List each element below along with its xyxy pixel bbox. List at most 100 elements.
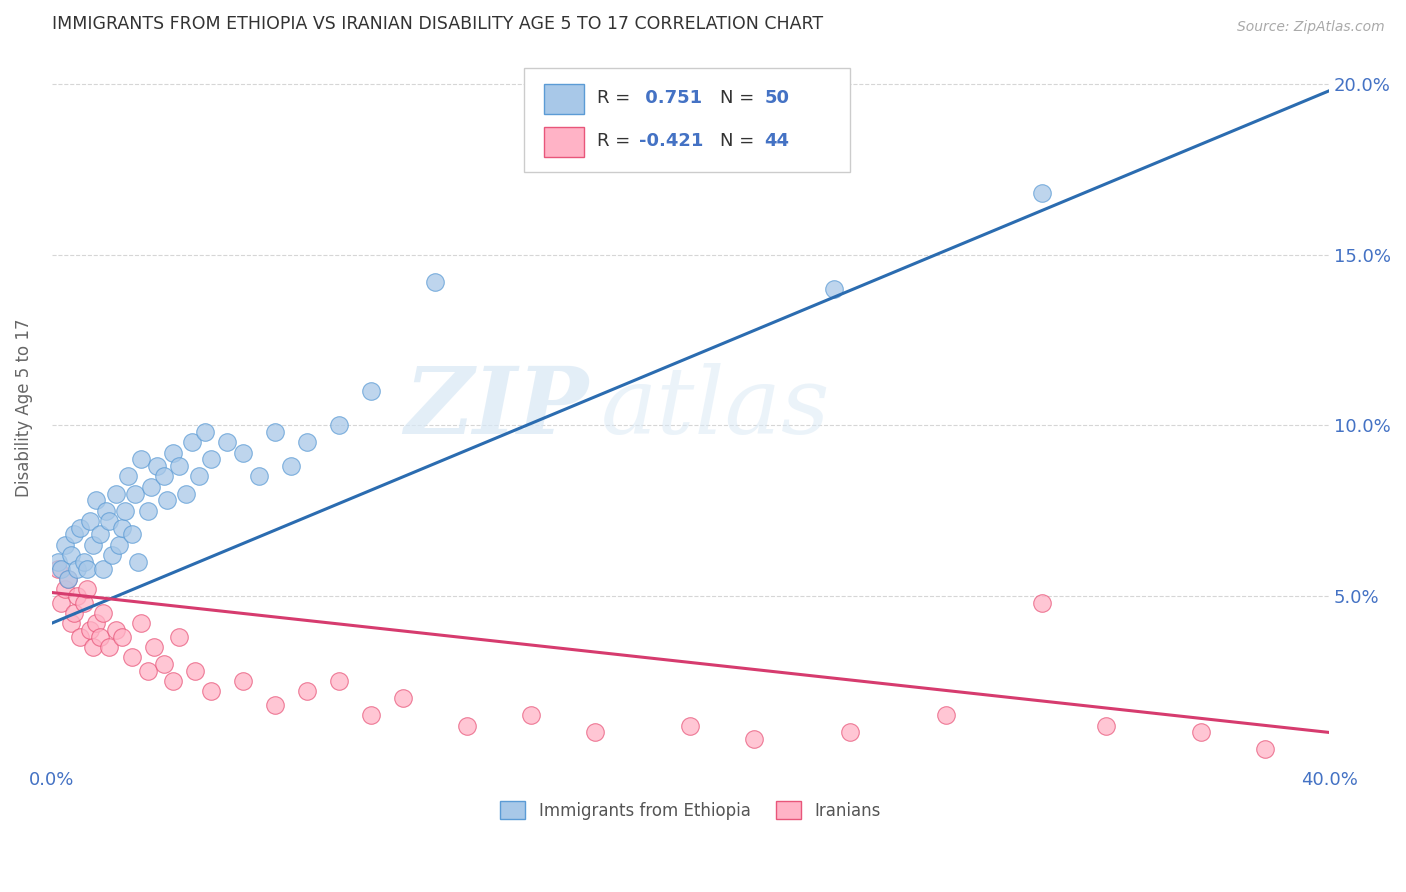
Point	[146, 459, 169, 474]
Point	[200, 684, 222, 698]
Point	[200, 452, 222, 467]
Point	[823, 282, 845, 296]
Point	[51, 561, 73, 575]
Point	[392, 691, 415, 706]
Point	[169, 459, 191, 474]
Point	[89, 630, 111, 644]
Point	[232, 674, 254, 689]
Point	[86, 616, 108, 631]
Text: 50: 50	[765, 89, 790, 107]
Point	[59, 548, 82, 562]
Point	[69, 521, 91, 535]
Point	[98, 640, 121, 654]
Text: ZIP: ZIP	[404, 363, 588, 453]
FancyBboxPatch shape	[544, 84, 585, 114]
Point	[56, 572, 79, 586]
Point	[1031, 186, 1053, 201]
Point	[63, 527, 86, 541]
FancyBboxPatch shape	[544, 127, 585, 157]
Point	[129, 452, 152, 467]
Point	[423, 275, 446, 289]
Point	[53, 582, 76, 596]
Text: R =: R =	[598, 89, 636, 107]
Point	[935, 708, 957, 723]
Point	[174, 486, 197, 500]
Point	[162, 445, 184, 459]
Text: R =: R =	[598, 132, 636, 150]
Point	[264, 425, 287, 439]
Point	[101, 548, 124, 562]
Point	[82, 538, 104, 552]
Point	[63, 606, 86, 620]
Point	[839, 725, 862, 739]
Point	[76, 561, 98, 575]
Text: 0.751: 0.751	[640, 89, 703, 107]
Point	[264, 698, 287, 713]
Point	[360, 708, 382, 723]
Point	[121, 650, 143, 665]
Point	[129, 616, 152, 631]
Point	[86, 493, 108, 508]
Point	[328, 418, 350, 433]
Point	[152, 657, 174, 672]
Point	[280, 459, 302, 474]
Text: Source: ZipAtlas.com: Source: ZipAtlas.com	[1237, 20, 1385, 34]
Point	[184, 664, 207, 678]
Point	[181, 435, 204, 450]
Point	[297, 684, 319, 698]
Point	[56, 572, 79, 586]
Text: atlas: atlas	[600, 363, 831, 453]
Point	[89, 527, 111, 541]
Point	[136, 503, 159, 517]
Point	[121, 527, 143, 541]
Point	[583, 725, 606, 739]
Point	[136, 664, 159, 678]
Point	[156, 493, 179, 508]
Point	[82, 640, 104, 654]
Point	[169, 630, 191, 644]
Point	[91, 561, 114, 575]
Point	[73, 555, 96, 569]
Point	[66, 589, 89, 603]
Point	[66, 561, 89, 575]
FancyBboxPatch shape	[524, 68, 851, 171]
Point	[73, 596, 96, 610]
Point	[91, 606, 114, 620]
Point	[328, 674, 350, 689]
Point	[194, 425, 217, 439]
Point	[117, 469, 139, 483]
Point	[742, 732, 765, 747]
Point	[108, 538, 131, 552]
Text: 44: 44	[765, 132, 790, 150]
Point	[76, 582, 98, 596]
Point	[94, 503, 117, 517]
Point	[59, 616, 82, 631]
Point	[520, 708, 543, 723]
Point	[79, 623, 101, 637]
Point	[152, 469, 174, 483]
Point	[104, 486, 127, 500]
Point	[46, 561, 69, 575]
Point	[456, 718, 478, 732]
Point	[139, 480, 162, 494]
Point	[162, 674, 184, 689]
Point	[232, 445, 254, 459]
Y-axis label: Disability Age 5 to 17: Disability Age 5 to 17	[15, 319, 32, 498]
Point	[111, 521, 134, 535]
Point	[98, 514, 121, 528]
Point	[1031, 596, 1053, 610]
Text: N =: N =	[720, 89, 759, 107]
Point	[297, 435, 319, 450]
Point	[1094, 718, 1116, 732]
Point	[142, 640, 165, 654]
Point	[111, 630, 134, 644]
Point	[247, 469, 270, 483]
Point	[679, 718, 702, 732]
Point	[1254, 742, 1277, 756]
Text: -0.421: -0.421	[640, 132, 704, 150]
Point	[46, 555, 69, 569]
Point	[187, 469, 209, 483]
Legend: Immigrants from Ethiopia, Iranians: Immigrants from Ethiopia, Iranians	[494, 795, 887, 826]
Point	[124, 486, 146, 500]
Point	[1189, 725, 1212, 739]
